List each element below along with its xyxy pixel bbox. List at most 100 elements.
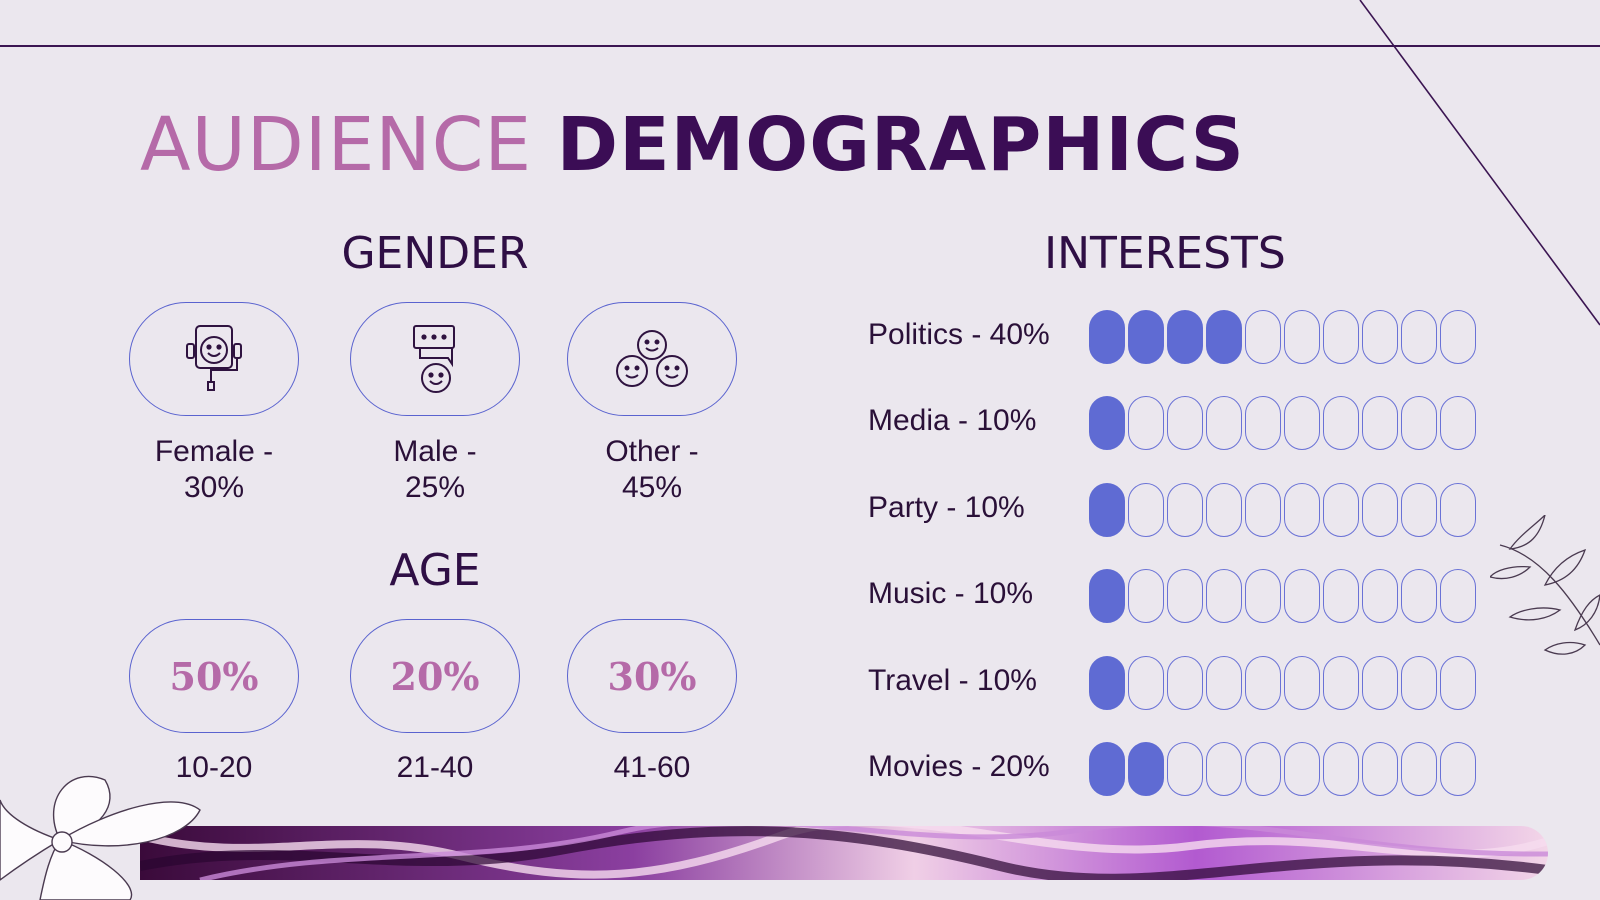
gender-male-value: 25%: [404, 471, 466, 504]
interest-segment-empty: [1245, 396, 1281, 451]
interest-segment-filled: [1089, 396, 1125, 451]
interest-segment-empty: [1128, 396, 1164, 451]
age-percent-2: 20%: [390, 653, 480, 699]
interest-segment-filled: [1167, 310, 1203, 364]
interest-segment-filled: [1089, 569, 1125, 624]
age-range-2: 21-40: [396, 751, 474, 784]
interest-segment-empty: [1401, 482, 1437, 537]
gender-other-value: 45%: [621, 471, 683, 504]
marble-decor-strip: [140, 826, 1548, 880]
interest-segment-empty: [1362, 396, 1398, 451]
interest-segment-empty: [1323, 310, 1359, 364]
age-range-3: 41-60: [613, 751, 691, 784]
interest-bar: [1089, 655, 1476, 710]
interest-segment-filled: [1089, 655, 1125, 710]
interest-segment-filled: [1089, 482, 1125, 537]
interest-segment-empty: [1362, 482, 1398, 537]
interest-segment-empty: [1401, 396, 1437, 451]
headset-face-icon: [186, 325, 242, 391]
interest-segment-empty: [1401, 655, 1437, 710]
age-range-1: 10-20: [175, 751, 253, 784]
interest-segment-empty: [1362, 742, 1398, 796]
gender-other-label: Other -: [605, 435, 699, 468]
gender-female-label: Female -: [154, 435, 274, 468]
interest-segment-empty: [1323, 569, 1359, 624]
interest-segment-empty: [1284, 655, 1320, 710]
interest-segment-empty: [1128, 655, 1164, 710]
interest-segment-filled: [1128, 742, 1164, 796]
age-percent-3: 30%: [607, 653, 697, 699]
interest-bar: [1089, 742, 1476, 796]
interest-segment-empty: [1440, 482, 1476, 537]
interest-segment-empty: [1206, 482, 1242, 537]
interest-label: Travel - 10%: [868, 663, 1037, 697]
interest-segment-empty: [1284, 569, 1320, 624]
interest-label: Media - 10%: [868, 404, 1037, 438]
interest-segment-empty: [1206, 569, 1242, 624]
group-faces-icon: [616, 330, 688, 387]
interest-segment-empty: [1128, 482, 1164, 537]
title-word-audience: AUDIENCE: [140, 102, 533, 188]
gender-other-caption: Other - 45%: [552, 434, 752, 506]
interest-segment-empty: [1167, 482, 1203, 537]
interest-segment-empty: [1401, 310, 1437, 364]
interest-segment-empty: [1362, 569, 1398, 624]
age-pill-3: 30%: [567, 619, 737, 733]
interest-segment-empty: [1323, 655, 1359, 710]
leaf-decor-icon: [1490, 515, 1600, 655]
interest-segment-empty: [1245, 742, 1281, 796]
gender-female-pill: [129, 302, 299, 416]
interest-segment-filled: [1128, 310, 1164, 364]
age-pill-2: 20%: [350, 619, 520, 733]
interest-segment-empty: [1440, 742, 1476, 796]
gender-male-label: Male -: [393, 435, 477, 468]
age-heading: AGE: [389, 545, 481, 596]
interest-bar: [1089, 482, 1476, 537]
interest-segment-empty: [1440, 396, 1476, 451]
interest-segment-empty: [1362, 310, 1398, 364]
gender-other-pill: [567, 302, 737, 416]
interest-segment-empty: [1245, 482, 1281, 537]
interest-segment-empty: [1284, 482, 1320, 537]
gender-male-caption: Male - 25%: [335, 434, 535, 506]
interest-segment-filled: [1206, 310, 1242, 364]
interest-segment-empty: [1206, 396, 1242, 451]
interest-segment-filled: [1089, 742, 1125, 796]
gender-female-caption: Female - 30%: [114, 434, 314, 506]
interest-bar: [1089, 396, 1476, 451]
interest-segment-empty: [1128, 569, 1164, 624]
interest-segment-empty: [1167, 396, 1203, 451]
interest-bar: [1089, 569, 1476, 624]
interest-segment-empty: [1167, 655, 1203, 710]
age-percent-1: 50%: [169, 653, 259, 699]
interest-bar: [1089, 310, 1476, 364]
interests-heading: INTERESTS: [1044, 228, 1286, 279]
interest-segment-empty: [1245, 569, 1281, 624]
interest-segment-empty: [1440, 569, 1476, 624]
gender-heading: GENDER: [341, 228, 529, 279]
title-word-demographics: DEMOGRAPHICS: [556, 102, 1245, 188]
interest-label: Party - 10%: [868, 490, 1025, 524]
interest-segment-empty: [1245, 310, 1281, 364]
gender-male-pill: [350, 302, 520, 416]
chat-face-icon: [413, 325, 455, 393]
interest-segment-empty: [1440, 655, 1476, 710]
top-divider-line: [0, 45, 1600, 47]
interest-segment-empty: [1206, 742, 1242, 796]
interest-segment-empty: [1284, 396, 1320, 451]
interest-segment-empty: [1401, 742, 1437, 796]
gender-female-value: 30%: [183, 471, 245, 504]
interest-segment-empty: [1323, 396, 1359, 451]
interest-segment-empty: [1167, 569, 1203, 624]
interest-segment-empty: [1245, 655, 1281, 710]
interest-label: Politics - 40%: [868, 318, 1050, 351]
interest-segment-filled: [1089, 310, 1125, 364]
interest-label: Music - 10%: [868, 577, 1034, 611]
interest-segment-empty: [1167, 742, 1203, 796]
interest-segment-empty: [1440, 310, 1476, 364]
interest-segment-empty: [1323, 742, 1359, 796]
interest-segment-empty: [1323, 482, 1359, 537]
page-title: AUDIENCE DEMOGRAPHICS: [140, 102, 1245, 188]
interest-segment-empty: [1206, 655, 1242, 710]
interest-segment-empty: [1401, 569, 1437, 624]
